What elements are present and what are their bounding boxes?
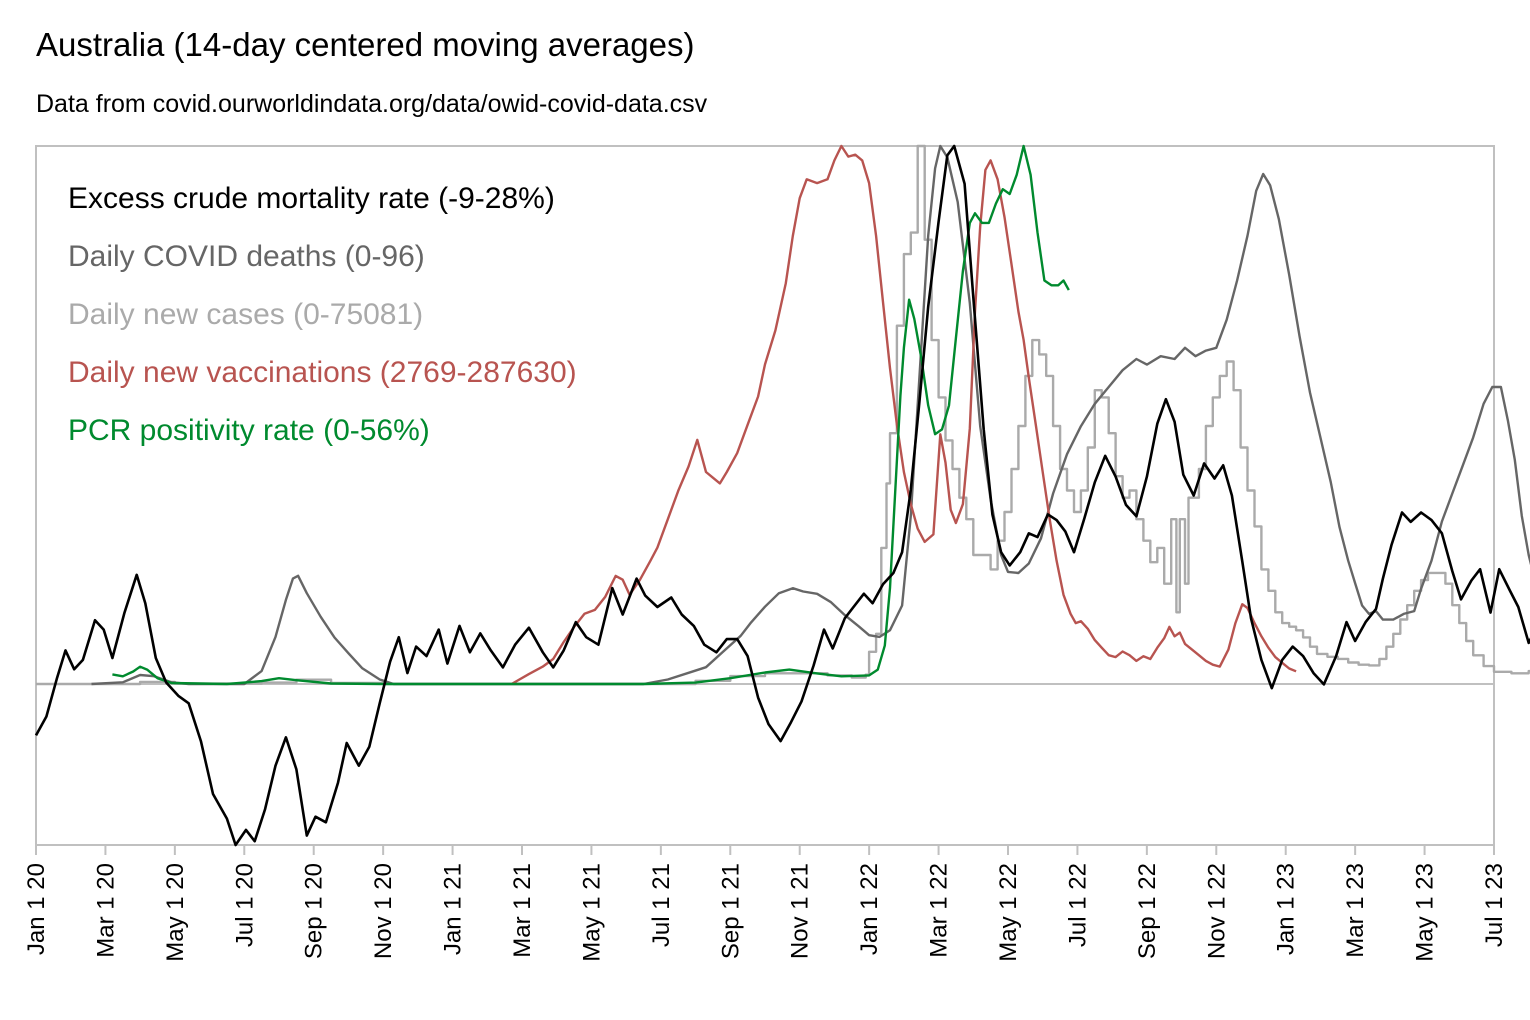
x-tick-label: Jan 1 21 — [440, 863, 467, 955]
series-line-covid-deaths — [91, 144, 1530, 686]
series-line-new-cases — [36, 144, 1530, 686]
x-tick-label: Nov 1 22 — [1203, 863, 1230, 959]
x-tick-label: Jan 1 22 — [856, 863, 883, 955]
x-tick-label: Jan 1 23 — [1273, 863, 1300, 955]
x-tick-label: May 1 21 — [578, 863, 605, 962]
series-layer — [34, 144, 1530, 847]
x-tick-label: May 1 20 — [162, 863, 189, 962]
legend-entry: Daily new vaccinations (2769-287630) — [68, 356, 577, 389]
x-tick-label: Jan 1 20 — [23, 863, 50, 955]
x-tick-label: Nov 1 21 — [787, 863, 814, 959]
chart-title: Australia (14-day centered moving averag… — [36, 26, 695, 63]
series-line-pcr-positivity — [112, 144, 1070, 686]
series-line-vaccinations — [511, 144, 1297, 686]
x-axis-ticks: Jan 1 20 Mar 1 20 May 1 20 Jul 1 20 Sep 1 20… — [23, 845, 1508, 962]
x-tick-label: Mar 1 23 — [1342, 863, 1369, 958]
legend-entry: Daily new cases (0-75081) — [68, 298, 423, 331]
x-tick-label: Sep 1 20 — [301, 863, 328, 959]
x-tick-label: Mar 1 20 — [92, 863, 119, 958]
legend-entry: Daily COVID deaths (0-96) — [68, 240, 425, 273]
series-line-excess-mortality — [34, 144, 1530, 847]
x-tick-label: Sep 1 21 — [717, 863, 744, 959]
x-tick-label: Jul 1 23 — [1481, 863, 1508, 947]
chart-subtitle: Data from covid.ourworldindata.org/data/… — [36, 90, 708, 118]
x-tick-label: Jul 1 20 — [231, 863, 258, 947]
x-tick-label: May 1 23 — [1412, 863, 1439, 962]
x-tick-label: Sep 1 22 — [1134, 863, 1161, 959]
x-tick-label: Mar 1 22 — [926, 863, 953, 958]
x-tick-label: Nov 1 20 — [370, 863, 397, 959]
legend-entry: Excess crude mortality rate (-9-28%) — [68, 182, 555, 215]
x-tick-label: May 1 22 — [995, 863, 1022, 962]
x-tick-label: Mar 1 21 — [509, 863, 536, 958]
legend-entry: PCR positivity rate (0-56%) — [68, 414, 430, 447]
x-tick-label: Jul 1 21 — [648, 863, 675, 947]
x-tick-label: Jul 1 22 — [1064, 863, 1091, 947]
legend: Excess crude mortality rate (-9-28%) Dail… — [68, 182, 577, 447]
plot-frame — [35, 145, 1495, 846]
